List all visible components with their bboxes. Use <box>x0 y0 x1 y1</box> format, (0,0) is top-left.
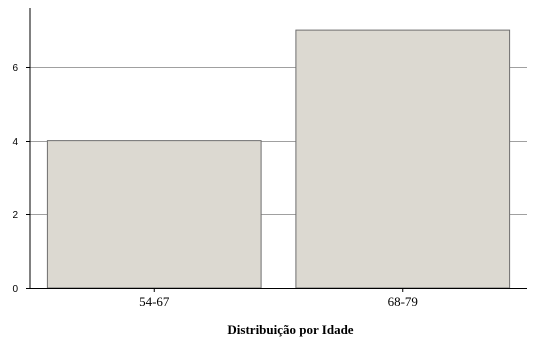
x-axis-ticks: 54-67 68-79 <box>139 288 418 309</box>
y-tick-label: 2 <box>12 210 18 221</box>
x-tick-label: 68-79 <box>388 294 418 309</box>
bar-68-79 <box>295 29 511 289</box>
x-axis-title: Distribuição por Idade <box>227 322 353 337</box>
y-tick-label: 6 <box>12 63 18 74</box>
bars <box>46 29 511 289</box>
bar-54-67 <box>46 140 262 289</box>
x-tick-label: 54-67 <box>139 294 170 309</box>
y-tick-label: 4 <box>12 137 18 148</box>
y-tick-label: 0 <box>12 284 18 295</box>
y-axis-ticks: 0 2 4 6 <box>12 63 30 295</box>
